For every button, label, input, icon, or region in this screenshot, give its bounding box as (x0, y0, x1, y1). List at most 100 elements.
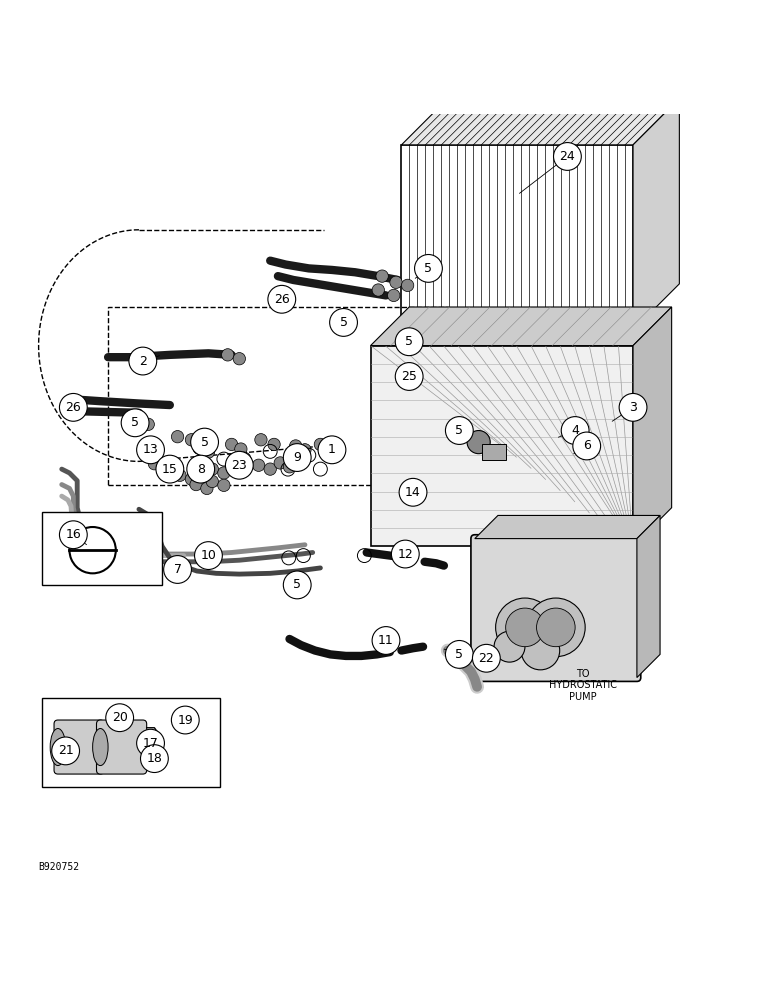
FancyBboxPatch shape (471, 535, 641, 681)
Circle shape (187, 455, 215, 483)
Text: 12: 12 (398, 548, 413, 561)
FancyBboxPatch shape (54, 720, 104, 774)
Text: 26: 26 (66, 401, 81, 414)
Text: 5: 5 (425, 262, 432, 275)
Text: 2: 2 (139, 355, 147, 368)
Circle shape (290, 440, 302, 452)
Circle shape (401, 279, 414, 292)
Text: 5: 5 (405, 335, 413, 348)
Circle shape (59, 521, 87, 549)
Circle shape (255, 434, 267, 446)
Circle shape (137, 729, 164, 757)
Circle shape (218, 479, 230, 492)
Bar (42, 512, 162, 585)
Circle shape (218, 467, 230, 479)
Text: 20: 20 (112, 711, 127, 724)
Circle shape (233, 353, 245, 365)
Bar (371, 346, 633, 546)
Circle shape (324, 442, 337, 454)
Circle shape (206, 475, 218, 488)
Circle shape (185, 473, 198, 485)
Bar (108, 307, 448, 485)
Circle shape (274, 457, 286, 469)
Polygon shape (475, 515, 660, 539)
Circle shape (472, 644, 500, 672)
Circle shape (573, 432, 601, 460)
Circle shape (395, 328, 423, 356)
Polygon shape (371, 307, 672, 346)
FancyBboxPatch shape (96, 720, 147, 774)
Text: 11: 11 (378, 634, 394, 647)
Circle shape (59, 393, 87, 421)
Circle shape (156, 455, 184, 483)
Text: 23: 23 (232, 459, 247, 472)
Circle shape (399, 478, 427, 506)
Polygon shape (401, 99, 679, 145)
Text: 5: 5 (201, 436, 208, 449)
Polygon shape (633, 307, 672, 546)
Circle shape (283, 444, 311, 471)
Circle shape (191, 428, 218, 456)
Circle shape (171, 706, 199, 734)
Circle shape (225, 451, 253, 479)
Circle shape (201, 482, 213, 495)
Circle shape (314, 438, 327, 451)
Circle shape (137, 436, 164, 464)
Circle shape (252, 459, 265, 471)
Circle shape (195, 542, 222, 569)
Circle shape (142, 418, 154, 431)
Circle shape (496, 598, 554, 657)
Text: 22: 22 (479, 652, 494, 665)
Circle shape (283, 461, 296, 473)
Text: B920752: B920752 (39, 862, 80, 872)
Circle shape (185, 434, 198, 446)
Circle shape (494, 631, 525, 662)
Bar (482, 444, 506, 460)
Circle shape (264, 463, 276, 475)
Text: 1: 1 (328, 443, 336, 456)
Circle shape (268, 285, 296, 313)
Text: 24: 24 (560, 150, 575, 163)
Circle shape (174, 469, 186, 481)
Text: 8: 8 (197, 463, 205, 476)
Circle shape (299, 444, 311, 456)
Circle shape (391, 540, 419, 568)
Circle shape (129, 414, 141, 427)
Text: 21: 21 (58, 744, 73, 757)
Text: 7: 7 (174, 563, 181, 576)
Circle shape (388, 289, 400, 302)
Text: 14: 14 (405, 486, 421, 499)
Text: 26: 26 (274, 293, 290, 306)
Bar (42, 698, 220, 787)
Circle shape (619, 393, 647, 421)
Circle shape (225, 438, 238, 451)
Circle shape (235, 443, 247, 455)
Circle shape (141, 745, 168, 773)
Circle shape (554, 143, 581, 170)
Text: 6: 6 (583, 439, 591, 452)
Circle shape (330, 309, 357, 336)
Text: 5: 5 (455, 424, 463, 437)
Circle shape (164, 556, 191, 583)
Circle shape (268, 438, 280, 451)
Circle shape (171, 431, 184, 443)
Circle shape (106, 704, 134, 732)
Circle shape (372, 627, 400, 654)
Circle shape (561, 417, 589, 444)
Circle shape (202, 446, 215, 458)
Circle shape (376, 270, 388, 282)
Text: TO
HYDROSTATIC
PUMP: TO HYDROSTATIC PUMP (549, 669, 617, 702)
Text: 5: 5 (293, 578, 301, 591)
Text: 19: 19 (178, 714, 193, 727)
Circle shape (52, 737, 80, 765)
Circle shape (537, 608, 575, 647)
Text: 13: 13 (143, 443, 158, 456)
Text: 5: 5 (131, 416, 139, 429)
Text: 4: 4 (571, 424, 579, 437)
Circle shape (506, 608, 544, 647)
Circle shape (121, 409, 149, 437)
Text: 16: 16 (66, 528, 81, 541)
Ellipse shape (93, 729, 108, 766)
Text: 5: 5 (455, 648, 463, 661)
Circle shape (190, 478, 202, 491)
